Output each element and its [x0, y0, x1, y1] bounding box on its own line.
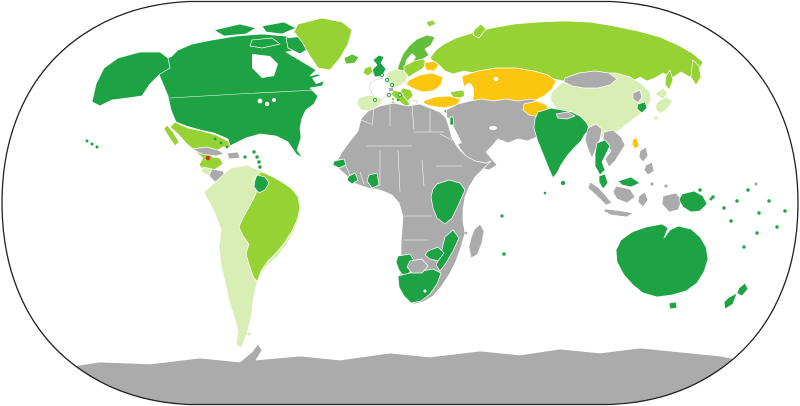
region-sakhalin	[664, 69, 674, 91]
region-seychelles	[500, 214, 504, 218]
region-ukraine-romania	[405, 72, 444, 93]
region-hispaniola	[226, 151, 241, 160]
region-jamaica	[205, 155, 211, 161]
region-maldives	[543, 191, 547, 195]
region-arctic-islands	[213, 23, 257, 37]
region-thailand	[594, 139, 611, 176]
region-japan-honshu	[654, 96, 674, 115]
region-new-zealand-south	[723, 292, 738, 310]
region-switzerland	[387, 86, 395, 93]
region-arctic-islands	[261, 21, 297, 35]
region-brazil	[238, 171, 301, 283]
region-india	[533, 107, 591, 179]
region-borneo-indonesia	[612, 185, 636, 204]
region-falklands	[247, 332, 251, 336]
caspian-sea	[464, 83, 474, 103]
region-ghana	[366, 172, 380, 189]
region-corsica	[391, 97, 395, 101]
region-west-new-guinea	[661, 192, 683, 213]
hudson-bay	[252, 54, 278, 78]
region-israel	[449, 116, 455, 126]
region-bahamas	[213, 137, 229, 149]
region-ireland	[362, 65, 374, 77]
region-zimbabwe	[424, 246, 445, 262]
region-mexico	[169, 121, 232, 173]
region-java	[602, 208, 634, 218]
region-south-korea	[636, 101, 648, 114]
region-hawaii	[85, 139, 99, 149]
region-north-korea	[632, 89, 643, 104]
region-greenland	[293, 17, 353, 71]
region-mongolia	[563, 70, 618, 89]
region-belarus	[423, 60, 440, 72]
region-africa	[335, 102, 492, 305]
region-liberia	[346, 172, 359, 185]
region-madagascar	[468, 223, 485, 259]
us-canada-border	[169, 89, 317, 99]
region-japan-hokkaido	[654, 87, 669, 100]
region-puerto-rico	[243, 155, 247, 159]
region-sumatra	[587, 181, 613, 206]
region-sri-lanka	[560, 180, 566, 186]
region-iceland	[343, 53, 360, 65]
region-uk	[371, 54, 387, 78]
region-botswana	[406, 258, 429, 274]
region-new-britain	[709, 197, 713, 201]
region-mozambique	[435, 229, 460, 272]
region-taiwan	[631, 137, 640, 150]
region-new-zealand-north	[736, 282, 749, 297]
region-cuba	[191, 146, 225, 157]
great-lakes	[257, 98, 276, 107]
persian-gulf	[489, 126, 497, 130]
region-philippines-south	[643, 161, 655, 176]
region-guyana	[253, 174, 270, 194]
region-papua-new-guinea	[678, 190, 708, 213]
region-alaska	[91, 51, 171, 107]
region-east-africa	[430, 179, 466, 225]
region-caucasus	[449, 89, 468, 99]
region-baja-california	[163, 124, 180, 147]
region-philippines-north	[638, 146, 649, 163]
region-japan-kyushu	[654, 116, 658, 120]
region-kamchatka	[690, 59, 702, 86]
region-malaysia-borneo	[617, 176, 641, 188]
region-novaya-zemlya	[472, 23, 487, 39]
africa-border-lines	[345, 105, 462, 241]
region-senegal	[332, 158, 347, 169]
region-svalbard	[425, 19, 437, 28]
region-lesotho-ring	[422, 288, 428, 294]
region-nepal	[555, 111, 576, 120]
region-comoros	[464, 231, 468, 235]
region-arctic-islands	[249, 37, 281, 49]
region-sulawesi	[637, 191, 649, 208]
region-australia	[615, 223, 709, 298]
st-lawrence-gulf	[312, 74, 328, 84]
aral-sea	[493, 76, 499, 82]
region-tasmania	[668, 301, 678, 310]
region-vatican-dot	[396, 98, 400, 102]
region-malay-peninsula	[598, 173, 609, 190]
microstate-rings	[373, 73, 402, 102]
region-mauritius	[502, 252, 506, 256]
pacific-island-dots-gray	[650, 182, 758, 188]
pacific-island-dots-green	[698, 188, 787, 249]
